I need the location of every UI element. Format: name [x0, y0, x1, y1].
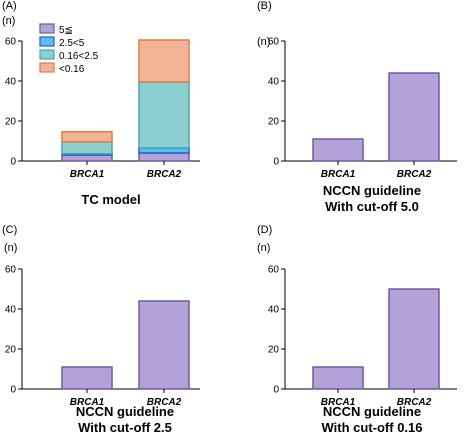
panel-b-bar-brca2	[388, 72, 440, 162]
panel-d-chart: 0 20 40 60 BRCA1 BRCA2	[268, 265, 457, 408]
panel-b-caption-line-1: NCCN guideline	[322, 183, 422, 198]
panel-a-bar-brca1-segment-0	[61, 154, 113, 162]
panel-a-letter: (A)	[2, 0, 17, 12]
panel-a-bar-brca2-segment-2	[138, 81, 190, 149]
panel-a-legend-swatch	[39, 62, 55, 73]
panel-b-chart: 0 20 40 60 BRCA1 BRCA2	[268, 37, 457, 180]
panel-c-unit-label: (n)	[4, 242, 18, 254]
panel-d-y-tick-label: 20	[268, 345, 280, 356]
panel-a-unit-label: (n)	[2, 15, 16, 27]
panel-b-letter: (B)	[257, 0, 272, 12]
panel-b-x-tick-label: BRCA2	[397, 169, 432, 180]
panel-a: (A) (n) 0 20 40 60 BRCA1 BRCA2 5≦ 2.5<5 0.16<2.5…	[0, 0, 237, 220]
panel-a-bar-brca2-segment-0	[138, 152, 190, 162]
panel-a-chart: 0 20 40 60 BRCA1 BRCA2 5≦ 2.5<5 0.16<2.5 <0.16	[5, 23, 200, 180]
panel-a-caption-line-1: TC model	[81, 192, 141, 207]
panel-a-legend-swatch	[39, 36, 55, 47]
panel-d-caption-line-2: With cut-off 0.16	[321, 420, 423, 435]
panel-a-y-tick-label: 60	[5, 37, 17, 48]
panel-a-y-tick-label: 40	[5, 77, 17, 88]
panel-d-y-tick-label: 40	[268, 305, 280, 316]
panel-c-caption-line-2: With cut-off 2.5	[78, 420, 172, 435]
panel-c-y-tick-label: 60	[5, 265, 17, 276]
panel-d-letter: (D)	[257, 224, 273, 236]
panel-a-bar-brca1-segment-2	[61, 141, 113, 155]
panel-c-chart: 0 20 40 60 BRCA1 BRCA2	[5, 265, 200, 408]
panel-d-y-tick-label: 60	[268, 265, 280, 276]
panel-c-y-tick-label: 0	[10, 385, 16, 396]
panel-d-unit-label: (n)	[257, 242, 271, 254]
panel-a-y-tick-label: 20	[5, 117, 17, 128]
panel-a-legend-swatch	[39, 49, 55, 60]
panel-b-y-tick-label: 0	[273, 157, 279, 168]
panel-d-y-tick-label: 0	[273, 385, 279, 396]
panel-a-legend-label: 0.16<2.5	[59, 51, 99, 62]
panel-d-x-tick-label: BRCA1	[321, 397, 356, 408]
panel-a-legend-label: <0.16	[59, 64, 85, 75]
panel-a-x-tick-label: BRCA1	[70, 169, 105, 180]
panel-c-bar-brca2	[138, 300, 190, 390]
panel-d-bar-brca2	[388, 288, 440, 390]
panel-d-x-tick-label: BRCA2	[397, 397, 432, 408]
panel-b-caption-line-2: With cut-off 5.0	[325, 199, 419, 214]
panel-b-x-tick-label: BRCA1	[321, 169, 356, 180]
panel-d-caption: NCCN guideline With cut-off 0.16	[277, 404, 467, 436]
panel-a-caption: TC model	[16, 192, 206, 208]
panel-b-y-tick-label: 20	[268, 117, 280, 128]
panel-d-caption-line-1: NCCN guideline	[322, 404, 422, 419]
panel-a-bar-brca1-segment-3	[61, 131, 113, 143]
panel-c-y-tick-label: 40	[5, 305, 17, 316]
panel-c-x-tick-label: BRCA1	[70, 397, 105, 408]
panel-b-y-tick-label: 60	[268, 37, 280, 48]
panel-d: (D) (n) 0 20 40 60 BRCA1 BRCA2 NCCN guideline…	[237, 220, 474, 440]
panel-a-legend-label: 2.5<5	[59, 38, 85, 49]
panel-c: (C) (n) 0 20 40 60 BRCA1 BRCA2 NCCN guideline…	[0, 220, 237, 440]
panel-a-bar-brca2-segment-3	[138, 39, 190, 83]
panel-c-caption-line-1: NCCN guideline	[75, 404, 175, 419]
panel-c-caption: NCCN guideline With cut-off 2.5	[30, 404, 220, 436]
panel-a-x-tick-label: BRCA2	[147, 169, 182, 180]
panel-c-y-tick-label: 20	[5, 345, 17, 356]
panel-c-bar-brca1	[61, 366, 113, 390]
panel-b-unit-label: (n)	[257, 36, 271, 48]
panel-c-letter: (C)	[2, 224, 18, 236]
panel-a-legend-swatch	[39, 23, 55, 34]
panel-d-bar-brca1	[312, 366, 364, 390]
panel-b-bar-brca1	[312, 138, 364, 162]
panel-c-x-tick-label: BRCA2	[147, 397, 182, 408]
panel-a-y-tick-label: 0	[10, 157, 16, 168]
panel-b-caption: NCCN guideline With cut-off 5.0	[277, 183, 467, 215]
panel-b-y-tick-label: 40	[268, 77, 280, 88]
panel-b: (B) (n) 0 20 40 60 BRCA1 BRCA2 NCCN guideline…	[237, 0, 474, 220]
panel-a-legend-label: 5≦	[59, 25, 73, 36]
